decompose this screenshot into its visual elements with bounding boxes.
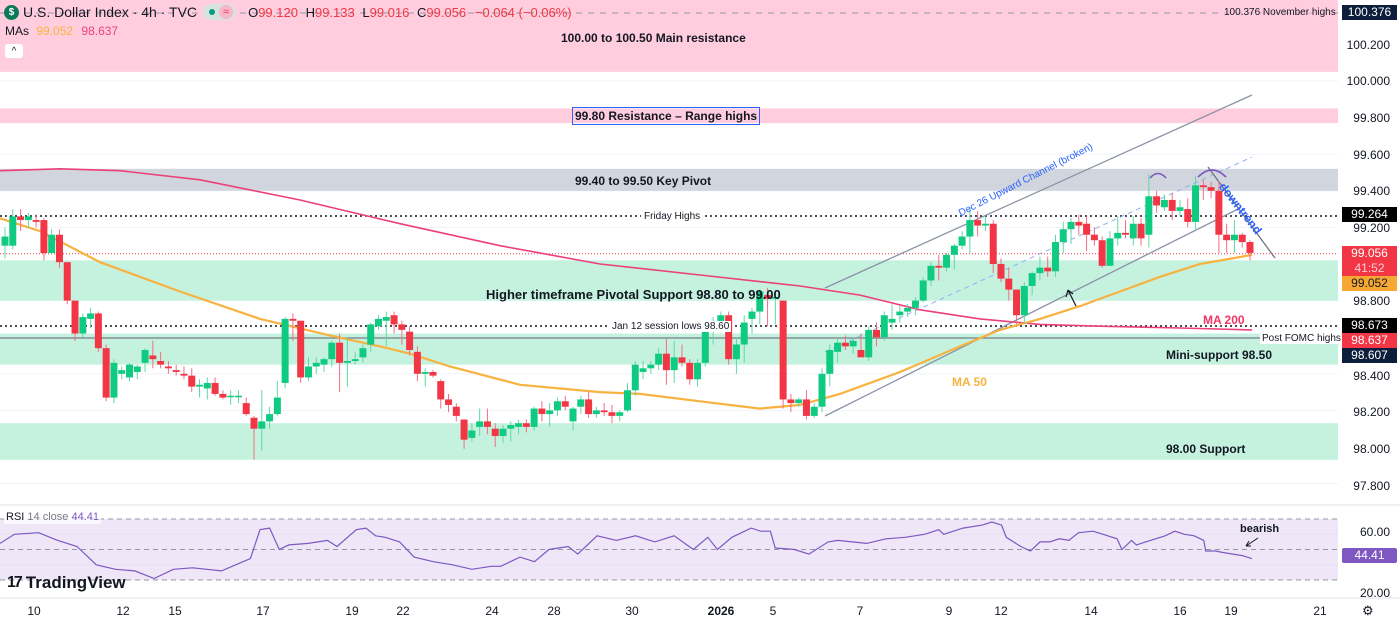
rsi-axis-60: 60.00 bbox=[1359, 525, 1390, 539]
tradingview-wordmark: TradingView bbox=[25, 573, 126, 592]
zones bbox=[0, 0, 1338, 460]
price-axis-label: 98.800 bbox=[1353, 294, 1390, 308]
market-open-dot-icon bbox=[209, 9, 216, 15]
htf-support-label: Higher timeframe Pivotal Support 98.80 t… bbox=[486, 287, 781, 302]
price-tag: 99.056 bbox=[1342, 246, 1397, 261]
time-axis-label: 19 bbox=[1224, 604, 1238, 618]
price-axis-label: 99.200 bbox=[1353, 221, 1390, 235]
rsi-legend[interactable]: RSI 14 close 44.41 bbox=[4, 510, 101, 524]
chart-marks bbox=[1065, 169, 1259, 547]
mini-support-label: Mini-support 98.50 bbox=[1166, 348, 1273, 362]
price-tag: 100.376 bbox=[1342, 5, 1397, 20]
open-value: 99.120 bbox=[258, 4, 298, 20]
collapse-legend-button[interactable]: ^ bbox=[5, 44, 23, 58]
change-value: −0.064 (−0.06%) bbox=[474, 4, 572, 20]
price-tag: 99.052 bbox=[1342, 276, 1397, 291]
settings-gear-icon[interactable]: ⚙ bbox=[1362, 603, 1374, 618]
ma-legend-label: MAs bbox=[5, 24, 29, 38]
time-axis-label: 16 bbox=[1173, 604, 1187, 618]
ma200-label: MA 200 bbox=[1203, 313, 1245, 327]
time-axis-label: 21 bbox=[1313, 604, 1327, 618]
price-tag: 98.637 bbox=[1342, 333, 1397, 348]
price-axis-label: 99.400 bbox=[1353, 184, 1390, 198]
time-axis-label: 19 bbox=[345, 604, 359, 618]
tradingview-logo[interactable]: 17 TradingView bbox=[7, 573, 126, 593]
tradingview-mark-icon: 17 bbox=[7, 574, 23, 591]
dollar-badge-icon: $ bbox=[4, 4, 19, 20]
rsi-name: RSI bbox=[6, 511, 25, 523]
time-axis-label: 14 bbox=[1084, 604, 1098, 618]
symbol-title[interactable]: U.S. Dollar Index · 4h · TVC bbox=[23, 4, 198, 20]
ma-legend[interactable]: MAs 99.052 98.637 bbox=[5, 24, 118, 38]
time-axis-label: 30 bbox=[625, 604, 639, 618]
time-axis-label: 24 bbox=[485, 604, 499, 618]
support-98-label: 98.00 Support bbox=[1166, 442, 1246, 456]
november-highs-label: 100.376 November highs bbox=[1224, 7, 1336, 18]
time-axis-label: 22 bbox=[396, 604, 410, 618]
approx-data-icon: ≈ bbox=[219, 5, 234, 19]
range-highs-label[interactable]: 99.80 Resistance – Range highs bbox=[572, 107, 761, 125]
low-label: L bbox=[362, 4, 370, 20]
chevron-up-icon: ^ bbox=[11, 45, 17, 57]
close-value: 99.056 bbox=[426, 4, 467, 20]
rsi-value: 44.41 bbox=[71, 511, 99, 523]
time-axis-label: 17 bbox=[256, 604, 270, 618]
trendlines bbox=[824, 94, 1276, 417]
time-axis-label: 7 bbox=[856, 604, 864, 618]
price-axis-label: 97.800 bbox=[1353, 479, 1390, 493]
price-axis-label: 98.000 bbox=[1353, 442, 1390, 456]
price-tag: 99.264 bbox=[1342, 207, 1397, 222]
rsi-pane bbox=[0, 518, 1400, 599]
price-axis-label: 98.400 bbox=[1353, 369, 1390, 383]
moving-averages bbox=[0, 167, 1253, 410]
rsi-value-tag: 44.41 bbox=[1342, 548, 1397, 563]
ohlc-values: O99.120 H99.133 L99.016 C99.056 −0.064 (… bbox=[244, 5, 572, 20]
market-status[interactable]: ≈ bbox=[203, 4, 237, 20]
time-axis-label: 2026 bbox=[707, 604, 735, 618]
time-axis-label: 12 bbox=[116, 604, 130, 618]
price-tag: 98.673 bbox=[1342, 318, 1397, 333]
high-value: 99.133 bbox=[314, 4, 355, 20]
bearish-label: bearish bbox=[1240, 523, 1280, 535]
price-axis-label: 98.200 bbox=[1353, 405, 1390, 419]
price-axis-label: 100.200 bbox=[1346, 38, 1390, 52]
time-axis-label: 5 bbox=[769, 604, 777, 618]
price-axis-label: 99.600 bbox=[1353, 148, 1390, 162]
jan12-lows-label: Jan 12 session lows 98.60 bbox=[610, 321, 732, 332]
time-axis-label: 9 bbox=[945, 604, 953, 618]
key-pivot-label: 99.40 to 99.50 Key Pivot bbox=[575, 174, 712, 188]
price-axis-label: 100.000 bbox=[1346, 74, 1390, 88]
post-fomc-label: Post FOMC highs bbox=[1260, 333, 1343, 344]
low-value: 99.016 bbox=[369, 4, 410, 20]
time-axis-label: 10 bbox=[27, 604, 41, 618]
price-tag: 98.607 bbox=[1342, 348, 1397, 363]
time-axis-label: 28 bbox=[547, 604, 561, 618]
high-label: H bbox=[305, 4, 315, 20]
time-axis-label: 12 bbox=[994, 604, 1008, 618]
rsi-params: 14 close bbox=[27, 511, 69, 523]
ma50-value: 99.052 bbox=[36, 24, 74, 38]
rsi-axis-20: 20.00 bbox=[1359, 586, 1390, 600]
main-resistance-label: 100.00 to 100.50 Main resistance bbox=[561, 31, 746, 45]
candles bbox=[1, 174, 1254, 460]
time-axis-label: 15 bbox=[168, 604, 182, 618]
open-label: O bbox=[248, 4, 259, 20]
ma50-label: MA 50 bbox=[952, 375, 987, 389]
ma200-value: 98.637 bbox=[81, 24, 119, 38]
price-tag: 41:52 bbox=[1342, 261, 1397, 276]
price-axis-label: 99.800 bbox=[1353, 111, 1390, 125]
close-label: C bbox=[417, 4, 427, 20]
chart-header: $ U.S. Dollar Index · 4h · TVC ≈ O99.120… bbox=[0, 2, 572, 22]
friday-highs-label: Friday Highs bbox=[641, 211, 704, 222]
